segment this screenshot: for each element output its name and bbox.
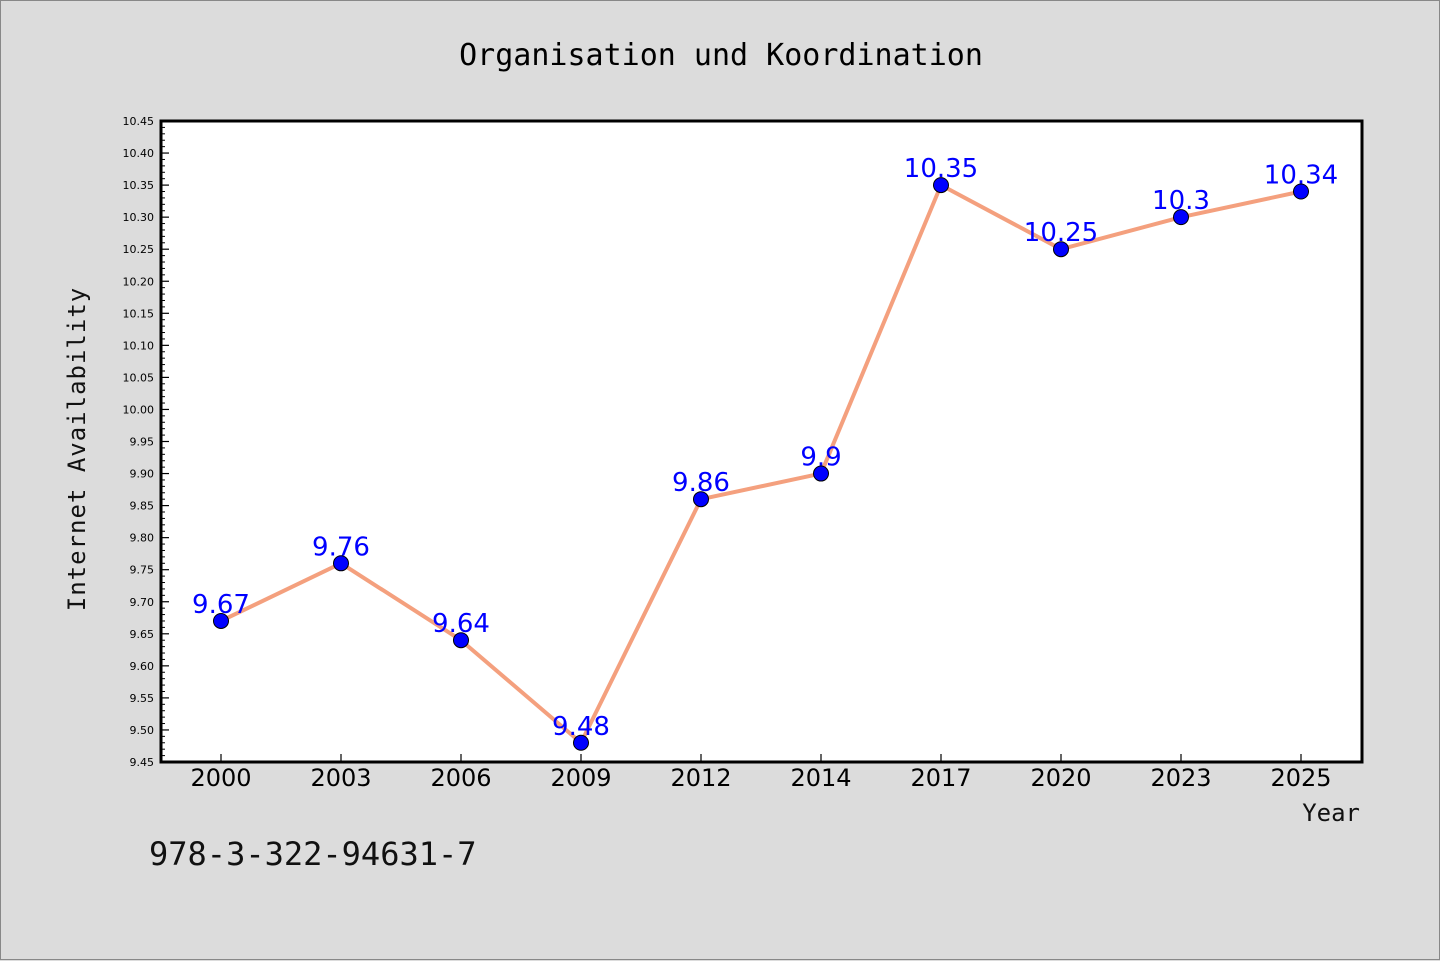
data-point (933, 177, 949, 194)
x-tick-label: 2025 (1270, 764, 1331, 792)
y-tick-label: 10.00 (123, 403, 155, 416)
data-labels: 9.67 9.76 9.64 9.48 9.86 9.9 10.35 10.25 10.3 10.… (192, 154, 1338, 742)
y-tick-label: 9.65 (130, 628, 155, 641)
y-tick-label: 10.35 (123, 179, 155, 192)
y-tick-label: 10.40 (123, 147, 155, 160)
data-label: 10.35 (904, 154, 978, 184)
data-label: 9.9 (800, 443, 841, 473)
y-tick-label: 9.85 (130, 500, 155, 513)
y-tick-label: 9.75 (130, 564, 155, 577)
x-tick-label: 2014 (790, 764, 851, 792)
data-point (333, 555, 349, 572)
data-point (213, 612, 229, 629)
y-tick-label: 9.90 (130, 468, 155, 481)
y-tick-label: 9.80 (130, 532, 155, 545)
y-tick-label: 9.95 (130, 436, 155, 449)
data-point (1053, 241, 1069, 258)
series-line-path (220, 183, 1302, 745)
data-label: 10.34 (1264, 161, 1338, 191)
x-axis-label: Year (1302, 799, 1360, 827)
data-point (453, 632, 469, 649)
data-point (1173, 209, 1189, 226)
isbn-annotation: 978-3-322-94631-7 (149, 835, 477, 873)
y-tick-label: 10.10 (123, 339, 155, 352)
x-tick-label: 2009 (550, 764, 611, 792)
y-axis: 9.45 9.50 9.55 9.60 9.65 9.70 9.75 9.80 9.85 9.90… (123, 115, 169, 769)
y-tick-label: 10.15 (123, 307, 155, 320)
x-axis: 2000 2003 2006 2009 2012 2014 2017 2020 2023 2025 (190, 754, 1332, 792)
data-label: 9.76 (312, 532, 370, 562)
data-point (693, 491, 709, 508)
plot-area (159, 119, 1364, 764)
x-tick-label: 2006 (430, 764, 491, 792)
data-label: 10.25 (1024, 218, 1098, 248)
series-line (220, 183, 1302, 745)
y-tick-label: 9.45 (130, 756, 155, 769)
y-tick-label: 9.70 (130, 596, 155, 609)
y-tick-label: 10.45 (123, 115, 155, 128)
y-tick-label: 10.25 (123, 243, 155, 256)
data-label: 10.3 (1152, 186, 1210, 216)
data-point (813, 465, 829, 482)
data-point (573, 734, 589, 751)
y-tick-label: 9.50 (130, 724, 155, 737)
x-tick-label: 2000 (190, 764, 251, 792)
x-tick-label: 2012 (670, 764, 731, 792)
y-axis-label: Internet Availability (63, 287, 91, 611)
y-tick-label: 10.30 (123, 211, 155, 224)
data-label: 9.67 (192, 590, 250, 620)
y-tick-label: 10.05 (123, 371, 155, 384)
data-label: 9.86 (672, 468, 730, 498)
x-tick-label: 2017 (910, 764, 971, 792)
data-point (1293, 183, 1309, 200)
y-tick-label: 9.60 (130, 660, 155, 673)
chart-title: Organisation und Koordination (459, 38, 983, 73)
data-label: 9.48 (552, 712, 610, 742)
y-tick-label: 10.20 (123, 275, 155, 288)
x-tick-label: 2023 (1150, 764, 1211, 792)
data-label: 9.64 (432, 609, 490, 639)
y-tick-label: 9.55 (130, 692, 155, 705)
x-tick-label: 2020 (1030, 764, 1091, 792)
series-markers (213, 177, 1309, 751)
x-tick-label: 2003 (310, 764, 371, 792)
